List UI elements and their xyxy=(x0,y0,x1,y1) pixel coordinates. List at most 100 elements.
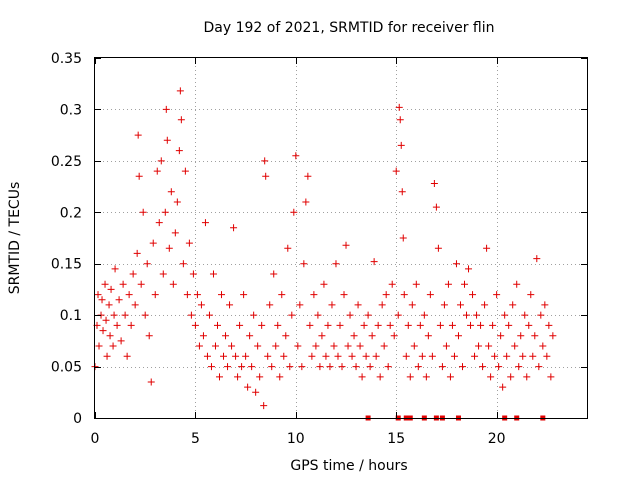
data-point xyxy=(159,270,167,278)
data-point xyxy=(342,241,350,249)
data-point xyxy=(348,352,356,360)
data-point xyxy=(539,342,547,350)
data-point xyxy=(408,301,416,309)
data-point xyxy=(276,373,284,381)
data-point xyxy=(454,332,462,340)
data-point xyxy=(314,311,322,319)
data-point xyxy=(123,352,131,360)
data-point xyxy=(360,321,368,329)
data-point xyxy=(254,342,262,350)
data-point xyxy=(230,224,238,232)
data-point xyxy=(467,321,475,329)
data-point xyxy=(171,229,179,237)
data-point xyxy=(358,373,366,381)
data-point xyxy=(261,157,269,165)
data-point xyxy=(143,260,151,268)
data-point xyxy=(162,105,170,113)
chart-title: Day 192 of 2021, SRMTID for receiver fli… xyxy=(204,20,495,36)
data-point xyxy=(106,332,114,340)
data-point xyxy=(370,258,378,266)
data-point xyxy=(517,332,525,340)
data-point xyxy=(428,352,436,360)
data-point xyxy=(109,342,117,350)
data-point xyxy=(134,131,142,139)
data-point xyxy=(400,291,408,299)
data-point xyxy=(113,321,121,329)
data-point xyxy=(535,363,543,371)
data-point xyxy=(354,301,362,309)
data-point xyxy=(240,291,248,299)
data-point xyxy=(286,363,294,371)
data-point xyxy=(274,321,282,329)
data-point xyxy=(149,239,157,247)
data-point xyxy=(141,311,149,319)
data-point xyxy=(432,203,440,211)
data-point xyxy=(258,321,266,329)
data-point xyxy=(232,352,240,360)
data-point xyxy=(234,373,242,381)
data-point xyxy=(501,311,509,319)
data-point xyxy=(213,321,221,329)
data-point xyxy=(493,291,501,299)
data-point xyxy=(450,352,458,360)
y-tick-labels: 0 0.05 0.1 0.15 0.2 0.25 0.3 0.35 xyxy=(51,51,82,427)
data-point xyxy=(119,280,127,288)
data-point xyxy=(334,352,342,360)
data-point xyxy=(372,352,380,360)
data-point xyxy=(398,188,406,196)
data-point xyxy=(294,342,302,350)
data-point xyxy=(228,342,236,350)
data-point xyxy=(392,167,400,175)
data-point xyxy=(479,363,487,371)
data-point xyxy=(497,332,505,340)
y-tick-label: 0.15 xyxy=(51,257,82,273)
data-point xyxy=(310,291,318,299)
data-point xyxy=(382,291,390,299)
axis-ticks xyxy=(95,58,587,419)
data-point xyxy=(129,270,137,278)
data-point xyxy=(110,311,118,319)
data-point xyxy=(374,321,382,329)
data-point xyxy=(266,301,274,309)
data-point xyxy=(386,321,394,329)
data-point xyxy=(529,352,537,360)
data-point xyxy=(203,352,211,360)
data-point xyxy=(139,208,147,216)
data-point xyxy=(547,373,555,381)
data-point xyxy=(402,352,410,360)
data-points xyxy=(91,87,557,421)
data-point xyxy=(436,321,444,329)
data-point xyxy=(485,342,493,350)
data-point xyxy=(362,352,370,360)
data-point xyxy=(376,373,384,381)
y-tick-label: 0.35 xyxy=(51,51,82,67)
data-point xyxy=(117,337,125,345)
data-point xyxy=(176,87,184,95)
data-point xyxy=(513,280,521,288)
data-point xyxy=(481,301,489,309)
data-point xyxy=(418,352,426,360)
data-point xyxy=(412,280,420,288)
data-point xyxy=(290,208,298,216)
x-tick-label: 20 xyxy=(488,431,506,447)
data-point xyxy=(356,342,364,350)
data-point xyxy=(410,342,418,350)
data-point xyxy=(187,311,195,319)
data-point xyxy=(406,373,414,381)
y-tick-label: 0.05 xyxy=(51,360,82,376)
data-point xyxy=(209,270,217,278)
data-point xyxy=(296,301,304,309)
data-point xyxy=(328,301,336,309)
data-point xyxy=(205,311,213,319)
data-point xyxy=(121,311,129,319)
y-tick-label: 0.1 xyxy=(60,308,82,324)
data-point xyxy=(469,291,477,299)
data-point xyxy=(199,332,207,340)
data-point xyxy=(318,332,326,340)
data-point xyxy=(537,311,545,319)
data-point xyxy=(511,342,519,350)
data-point xyxy=(185,239,193,247)
data-point xyxy=(390,332,398,340)
data-point xyxy=(399,234,407,242)
data-point xyxy=(133,249,141,257)
